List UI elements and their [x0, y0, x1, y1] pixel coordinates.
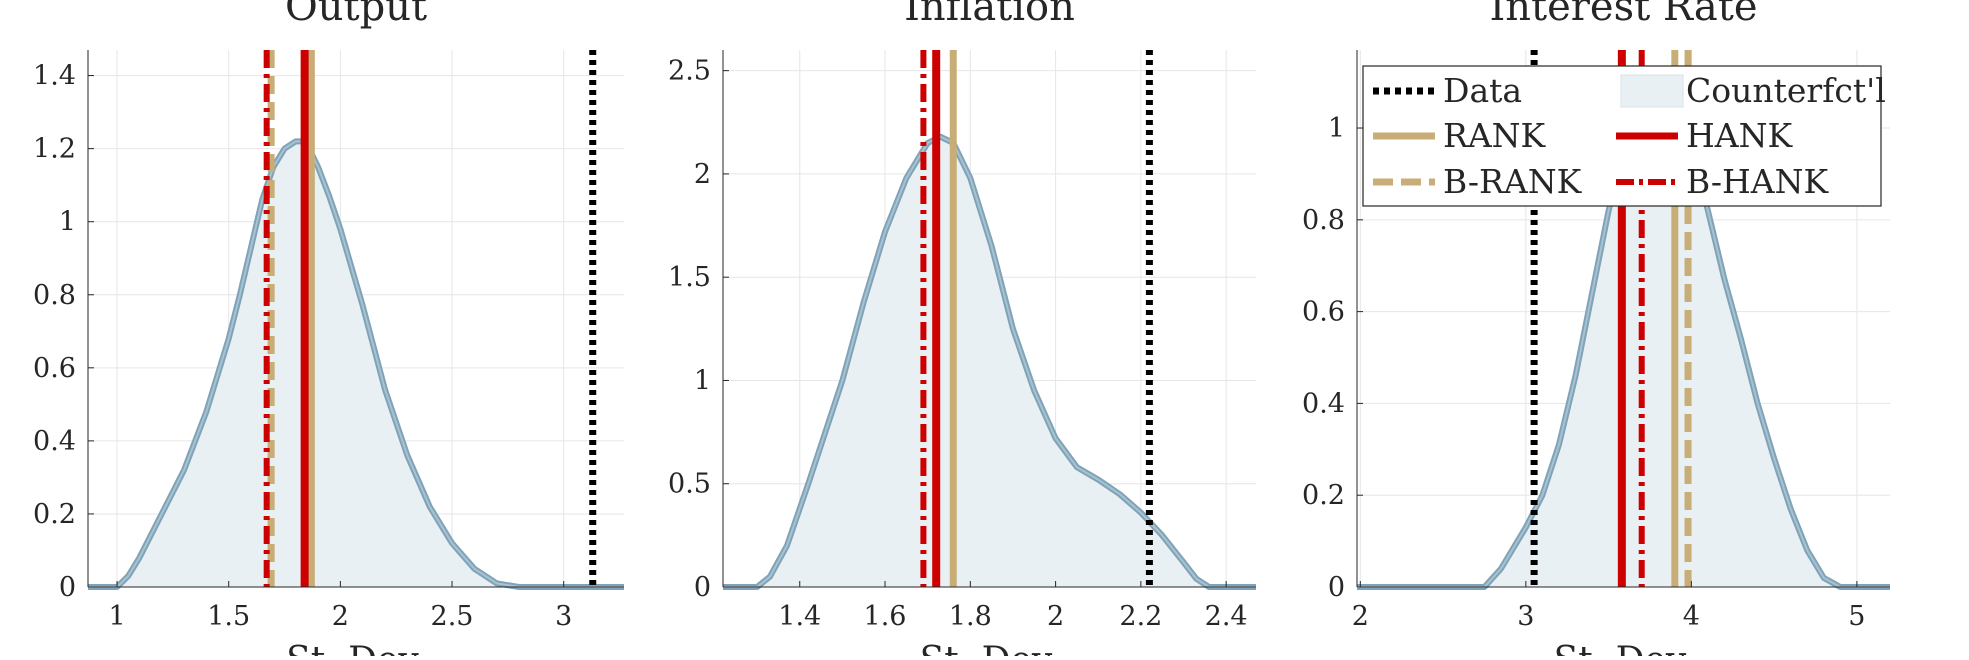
- x-axis-label: St. Dev.: [920, 640, 1060, 656]
- y-tick-label: 0.4: [33, 426, 76, 457]
- x-tick-label: 1.8: [949, 601, 992, 632]
- y-tick-label: 1.4: [33, 61, 76, 92]
- density-area: [88, 141, 624, 587]
- chart-title: Inflation: [904, 0, 1075, 30]
- legend-label: Data: [1443, 71, 1522, 110]
- y-tick-label: 0.8: [1302, 205, 1345, 236]
- x-tick-label: 1.4: [778, 601, 821, 632]
- x-tick-label: 5: [1848, 601, 1865, 632]
- y-tick-label: 0.4: [1302, 388, 1345, 419]
- y-tick-label: 0.2: [1302, 480, 1345, 511]
- legend-label: B-RANK: [1443, 162, 1583, 201]
- y-tick-label: 0.6: [33, 353, 76, 384]
- density-line-highlight: [723, 135, 1256, 588]
- x-tick-label: 1.5: [207, 601, 250, 632]
- x-tick-label: 2: [1352, 601, 1369, 632]
- legend-label: Counterfct'l: [1686, 71, 1886, 110]
- y-tick-label: 1: [59, 207, 76, 238]
- x-tick-label: 2.2: [1119, 601, 1162, 632]
- density-line-highlight: [88, 140, 624, 588]
- y-tick-label: 1.2: [33, 134, 76, 165]
- x-tick-label: 3: [555, 601, 572, 632]
- chart-title: Output: [285, 0, 427, 30]
- y-tick-label: 0: [1328, 572, 1345, 603]
- legend-label: HANK: [1686, 116, 1793, 155]
- x-axis-label: St. Dev.: [286, 640, 426, 656]
- panel-inflation: 1.4 1.6 1.8 2 2.2 2.4 0 0.5 1 1.5 2 2.5 Inflation St.…: [668, 0, 1256, 660]
- legend-label: B-HANK: [1686, 162, 1829, 201]
- x-tick-label: 1.6: [864, 601, 907, 632]
- x-tick-label: 1: [108, 601, 125, 632]
- chart-title: Interest Rate: [1489, 0, 1757, 30]
- x-tick-label: 2.5: [431, 601, 474, 632]
- x-tick-label: 2: [1047, 601, 1064, 632]
- legend-swatch: [1620, 74, 1684, 108]
- y-tick-label: 0.6: [1302, 297, 1345, 328]
- x-tick-label: 2.4: [1205, 601, 1248, 632]
- x-tick-label: 3: [1517, 601, 1534, 632]
- x-tick-label: 2: [332, 601, 349, 632]
- y-tick-label: 0: [59, 572, 76, 603]
- x-tick-label: 4: [1683, 601, 1700, 632]
- y-tick-label: 1: [1328, 113, 1345, 144]
- legend: Data Counterfct'l RANK HANK B-RANK B-HANK: [1362, 65, 1886, 207]
- legend-label: RANK: [1443, 116, 1547, 155]
- y-tick-label: 0.2: [33, 499, 76, 530]
- panel-output: 1 1.5 2 2.5 3 0 0.2 0.4 0.6 0.8 1 1.2 1.4 Output St. D…: [33, 0, 624, 660]
- y-tick-label: 2: [694, 159, 711, 190]
- y-tick-label: 0.5: [668, 469, 711, 500]
- y-tick-label: 1.5: [668, 262, 711, 293]
- y-tick-label: 0.8: [33, 280, 76, 311]
- y-tick-label: 1: [694, 365, 711, 396]
- x-axis-label: St. Dev.: [1554, 640, 1694, 656]
- y-tick-label: 2.5: [668, 56, 711, 87]
- density-area: [723, 136, 1256, 587]
- y-tick-label: 0: [694, 572, 711, 603]
